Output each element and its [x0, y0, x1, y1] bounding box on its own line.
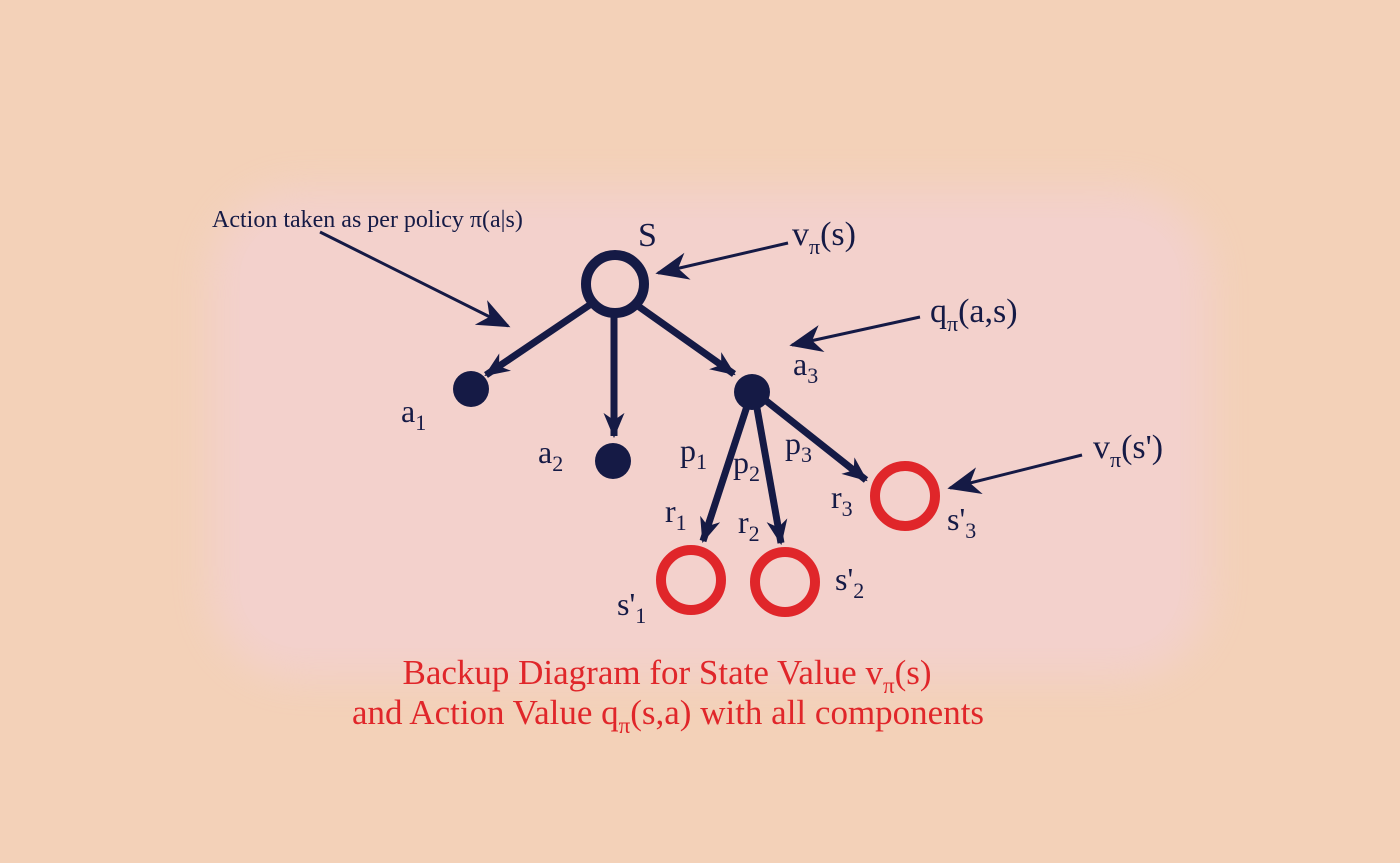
next-state-label-s2: s'2	[835, 561, 864, 603]
reward-label-r1: r1	[665, 493, 687, 535]
next-state-node-s3	[870, 461, 940, 531]
action-node-a1	[453, 371, 489, 407]
probability-label-p2: p2	[733, 444, 760, 486]
q-action-label: qπ(a,s)	[930, 293, 1018, 336]
probability-label-p1: p1	[680, 432, 707, 474]
root-state-node	[581, 250, 649, 318]
action-node-a2	[595, 443, 631, 479]
v-state-label: vπ(s)	[792, 216, 856, 259]
diagram-panel	[240, 218, 1180, 648]
action-node-a3	[734, 374, 770, 410]
root-state-label: S	[638, 217, 657, 254]
next-state-node-s2	[750, 547, 820, 617]
q-action-annotation-arrow	[789, 315, 921, 352]
action-label-a2: a2	[538, 434, 563, 476]
probability-label-p3: p3	[785, 425, 812, 467]
edge-a3-s1	[699, 395, 754, 543]
policy-annotation-arrow	[319, 230, 511, 328]
edge-a3-s2	[751, 396, 788, 546]
edge-s-a3	[635, 303, 737, 377]
action-label-a1: a1	[401, 393, 426, 435]
caption-line-2: and Action Value qπ(s,a) with all compon…	[352, 693, 984, 738]
v-next-state-label: vπ(s')	[1093, 429, 1163, 472]
edge-s-a1	[484, 299, 596, 378]
next-state-label-s3: s'3	[947, 501, 976, 543]
action-label-a3: a3	[793, 346, 818, 388]
reward-label-r3: r3	[831, 479, 853, 521]
next-state-label-s1: s'1	[617, 586, 646, 628]
reward-label-r2: r2	[738, 504, 760, 546]
policy-annotation: Action taken as per policy π(a|s)	[212, 207, 523, 233]
caption-line-1: Backup Diagram for State Value vπ(s)	[402, 653, 931, 698]
edge-a3-s3	[757, 393, 869, 483]
v-state-annotation-arrow	[655, 241, 789, 280]
next-state-node-s1	[656, 545, 726, 615]
v-next-state-annotation-arrow	[947, 453, 1083, 495]
